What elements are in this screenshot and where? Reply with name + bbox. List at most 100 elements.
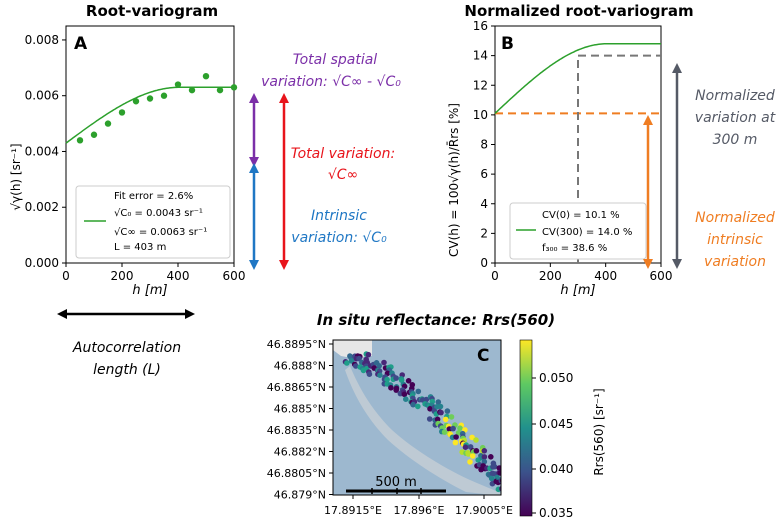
a-xtick-label: 200 — [111, 269, 134, 283]
norm300-label-3: 300 m — [713, 132, 758, 148]
c-ytick-label: 46.8865°N — [267, 381, 326, 394]
panel-b-letter: B — [501, 34, 514, 54]
panel-a-ticks: 0 200 400 600 0.000 0.002 0.004 0.006 0.008 — [25, 33, 246, 283]
c-ytick-label: 46.8805°N — [267, 467, 326, 480]
c-ytick-label: 46.8895°N — [267, 338, 326, 351]
panel-c-letter: C — [477, 346, 489, 366]
normint-label-3: variation — [704, 254, 766, 270]
sample-point — [499, 486, 501, 492]
b-xtick-label: 400 — [594, 269, 617, 283]
panel-a: Root-variogram A 0 200 400 600 0.000 0.002 0.0… — [9, 2, 401, 378]
a-data-point — [230, 84, 238, 91]
sample-point — [502, 484, 508, 490]
a-data-point — [160, 92, 168, 99]
a-xtick-label: 600 — [223, 269, 246, 283]
a-data-point — [118, 109, 126, 116]
legend-f300: f₃₀₀ = 38.6 % — [542, 243, 607, 254]
b-xtick-label: 200 — [539, 269, 562, 283]
sample-point — [506, 477, 512, 483]
panel-b-heading: Normalized root-variogram — [464, 2, 693, 20]
a-data-point — [146, 95, 154, 102]
panel-b: Normalized root-variogram B 0 200 400 600 0 2… — [447, 2, 776, 298]
b-ytick-label: 4 — [480, 197, 488, 211]
panel-a-points — [76, 72, 238, 144]
c-xtick-label: 17.9005°E — [455, 504, 513, 517]
autocorr-label-1: Autocorrelation — [72, 340, 181, 356]
c-ytick-label: 46.8835°N — [267, 424, 326, 437]
panel-a-xlabel: h [m] — [132, 283, 167, 298]
panel-a-heading: Root-variogram — [86, 2, 218, 20]
map-frame — [332, 339, 502, 496]
c-ytick-label: 46.882°N — [274, 446, 326, 459]
scalebar-label: 500 m — [375, 475, 417, 490]
panel-b-ticks: 0 200 400 600 0 2 4 6 8 10 12 14 16 — [473, 19, 673, 283]
sample-point — [473, 437, 479, 443]
a-data-point — [188, 86, 196, 94]
a-data-point — [104, 120, 112, 127]
a-ytick-label: 0.008 — [25, 33, 59, 47]
sample-point — [481, 448, 488, 454]
sample-point — [437, 403, 444, 410]
sample-point — [401, 391, 408, 398]
sample-point — [388, 385, 394, 391]
sample-point — [504, 485, 510, 491]
autocorr-label-2: length (L) — [93, 362, 161, 378]
sample-point — [448, 414, 455, 420]
b-xtick-label: 600 — [650, 269, 673, 283]
c-xtick-label: 17.8915°E — [324, 504, 382, 517]
sample-point — [365, 351, 372, 358]
sample-points — [342, 351, 512, 493]
legend-L: L = 403 m — [114, 242, 166, 253]
b-ytick-label: 6 — [480, 167, 488, 181]
panel-a-letter: A — [74, 34, 88, 54]
sample-point — [384, 376, 390, 383]
sample-point — [469, 453, 476, 459]
sample-point — [481, 458, 488, 465]
b-ytick-label: 0 — [480, 256, 488, 270]
c-ytick-label: 46.888°N — [274, 360, 326, 373]
sample-point — [435, 399, 442, 405]
panel-b-curve — [494, 43, 661, 114]
b-ytick-label: 12 — [473, 78, 488, 92]
colorbar — [519, 339, 533, 517]
normint-label-1: Normalized — [695, 210, 775, 226]
spatial-label-2: variation: √C∞ - √C₀ — [261, 74, 401, 90]
a-data-point — [202, 72, 210, 80]
norm300-label-2: variation at — [695, 110, 776, 126]
a-data-point — [132, 98, 140, 105]
norm300-label-1: Normalized — [695, 88, 775, 104]
panel-a-legend — [75, 185, 231, 259]
map-land-top — [333, 340, 372, 358]
panel-b-xlabel: h [m] — [560, 283, 595, 298]
sample-point — [488, 454, 494, 460]
sample-point — [457, 425, 463, 432]
sample-point — [491, 463, 498, 470]
sample-point — [488, 475, 495, 482]
map-layers — [333, 340, 512, 495]
legend-fit-error: Fit error = 2.6% — [114, 191, 193, 202]
panel-a-ylabel: √γ(h) [sr⁻¹] — [9, 143, 23, 210]
a-xtick-label: 0 — [62, 269, 70, 283]
panel-c: In situ reflectance: Rrs(560) C 46.8895°… — [267, 311, 606, 520]
cb-tick-label: 0.035 — [539, 506, 573, 520]
b-ytick-label: 10 — [473, 108, 488, 122]
sample-point — [462, 444, 469, 451]
sample-point — [353, 363, 359, 369]
cb-tick-label: 0.050 — [539, 371, 573, 385]
panel-c-heading: In situ reflectance: Rrs(560) — [317, 311, 555, 329]
sample-point — [481, 454, 488, 460]
sample-point — [442, 416, 449, 423]
sample-point — [434, 416, 441, 423]
b-xtick-label: 0 — [491, 269, 499, 283]
sample-point — [393, 375, 399, 381]
intrinsic-label-2: variation: √C₀ — [291, 230, 387, 246]
sample-point — [405, 378, 412, 384]
sample-point — [453, 434, 459, 440]
sample-point — [441, 429, 448, 435]
b-ytick-label: 14 — [473, 49, 488, 63]
map-water — [333, 340, 501, 495]
colorbar-label: Rrs(560) [sr⁻¹] — [592, 388, 606, 475]
sample-point — [467, 459, 473, 465]
panel-a-fit-curve — [65, 86, 234, 144]
